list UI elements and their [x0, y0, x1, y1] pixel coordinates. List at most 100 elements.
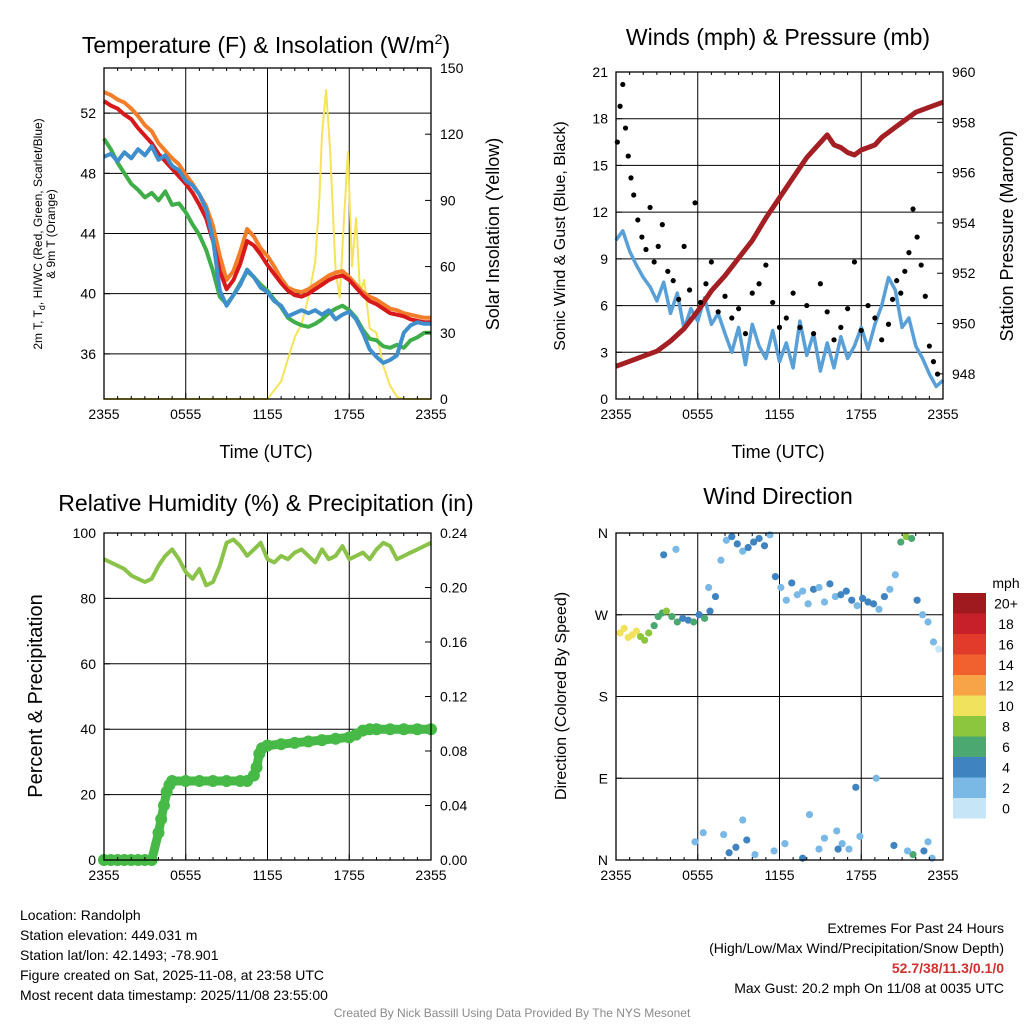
- colorbar-swatch: [953, 757, 986, 778]
- direction-point: [720, 830, 728, 839]
- gust-point: [797, 324, 803, 330]
- precip-point: [384, 723, 397, 736]
- direction-point: [690, 618, 698, 626]
- rh-ytick-right-label: 0.16: [440, 634, 467, 650]
- temp-ytick-right-label: 150: [440, 60, 464, 76]
- direction-point: [739, 816, 747, 824]
- winds-title: Winds (mph) & Pressure (mb): [626, 24, 930, 50]
- wdir-xtick-label: 0555: [682, 867, 713, 883]
- gust-point: [729, 315, 735, 321]
- temp-yticks: 36 40 44 48 52: [80, 105, 110, 362]
- winds-ytick-right-label: 958: [952, 114, 976, 130]
- svg-text:2m T, Td, HI/WC (Red, Green, S: 2m T, Td, HI/WC (Red, Green, Scarlet/Blu…: [31, 118, 47, 349]
- precip-point: [316, 734, 328, 747]
- winds-ylabel-right: Station Pressure (Maroon): [997, 130, 1017, 341]
- gust-point: [749, 290, 755, 296]
- gust-point: [631, 192, 637, 198]
- rh-ytick-right-label: 0.04: [440, 798, 467, 814]
- gust-point: [736, 306, 742, 312]
- direction-point: [717, 556, 725, 564]
- winds-series: [614, 81, 945, 389]
- direction-point: [632, 627, 641, 635]
- colorbar-swatch: [953, 777, 986, 798]
- direction-point: [743, 836, 751, 844]
- temp-ytick-right-label: 0: [440, 391, 448, 407]
- direction-point: [782, 596, 790, 604]
- extremes-desc: (High/Low/Max Wind/Precipitation/Snow De…: [709, 940, 1004, 956]
- gust-point: [622, 125, 629, 131]
- gust-point: [810, 331, 817, 337]
- rh-ytick-right-label: 0.24: [440, 525, 467, 541]
- gust-point: [906, 250, 912, 256]
- direction-point: [834, 845, 842, 853]
- direction-point: [853, 602, 861, 610]
- direction-point: [777, 583, 785, 592]
- colorbar-swatch: [953, 593, 986, 614]
- precip-point: [329, 732, 342, 745]
- direction-point: [662, 607, 671, 615]
- temp-ytick-right-label: 30: [440, 325, 456, 341]
- gust-point: [831, 337, 837, 343]
- winds-ytick-label: 0: [600, 391, 608, 407]
- gust-point: [620, 81, 626, 88]
- direction-point: [875, 605, 883, 613]
- winds-ytick-label: 21: [592, 64, 608, 80]
- direction-point: [705, 583, 713, 592]
- wdir-ylabel: Direction (Colored By Speed): [553, 592, 570, 800]
- direction-point: [929, 638, 938, 646]
- wind-direction-panel: Wind Direction Direction (Colored By Spe…: [553, 483, 1020, 883]
- precip-point: [302, 735, 315, 748]
- gust-point: [708, 259, 714, 265]
- temp-grid: [104, 68, 431, 399]
- gust-point: [889, 296, 896, 302]
- direction-point: [804, 600, 812, 608]
- gust-point: [681, 243, 687, 249]
- gust-point: [898, 290, 904, 296]
- winds-xtick-label: 1755: [846, 406, 877, 422]
- gust-point: [686, 287, 693, 293]
- temp-xtick-label: 2355: [88, 406, 119, 422]
- gust-point: [643, 246, 649, 253]
- direction-point: [872, 774, 880, 782]
- winds-ytick-right-label: 956: [952, 165, 976, 181]
- series-station-pressure: [615, 99, 944, 369]
- direction-point: [805, 810, 814, 819]
- gust-point: [922, 293, 928, 299]
- rh-yticks: 0 20 40 60 80 100: [73, 525, 110, 868]
- colorbar-swatch: [953, 654, 986, 675]
- direction-point: [820, 834, 829, 842]
- gust-point: [910, 206, 916, 212]
- series-2m-t: [102, 99, 431, 325]
- temp-xtick-label: 0555: [170, 406, 201, 422]
- direction-point: [880, 592, 889, 601]
- winds-ytick-right-label: 954: [952, 215, 976, 231]
- gust-point: [885, 321, 892, 327]
- gust-point: [676, 296, 682, 302]
- precip-point: [261, 739, 274, 752]
- direction-point: [815, 583, 823, 592]
- gust-point: [639, 234, 645, 240]
- direction-point: [650, 622, 658, 630]
- temp-ylabel-right: Solar Insolation (Yellow): [483, 138, 503, 330]
- direction-point: [706, 607, 714, 615]
- colorbar-label: 14: [998, 657, 1014, 673]
- temp-ytick-right-label: 120: [440, 126, 464, 142]
- gust-point: [617, 103, 623, 109]
- precip-point: [155, 813, 168, 826]
- direction-point: [815, 845, 823, 853]
- direction-point: [890, 841, 898, 850]
- gust-point: [635, 217, 641, 223]
- rh-xtick-label: 0555: [170, 867, 201, 883]
- gust-point: [872, 315, 878, 321]
- wdir-ytick-label: N: [598, 525, 608, 541]
- gust-point: [742, 331, 749, 337]
- gust-point: [647, 204, 653, 211]
- gust-point: [628, 175, 634, 181]
- winds-ytick-right-label: 952: [952, 265, 976, 281]
- gust-point: [858, 327, 864, 334]
- direction-point: [673, 618, 681, 626]
- temp-xticks: 2355 0555 1155 1755 2355: [88, 68, 447, 422]
- wdir-xtick-label: 1155: [764, 867, 794, 883]
- winds-ylabel: Sonic Wind & Gust (Blue, Black): [552, 121, 569, 350]
